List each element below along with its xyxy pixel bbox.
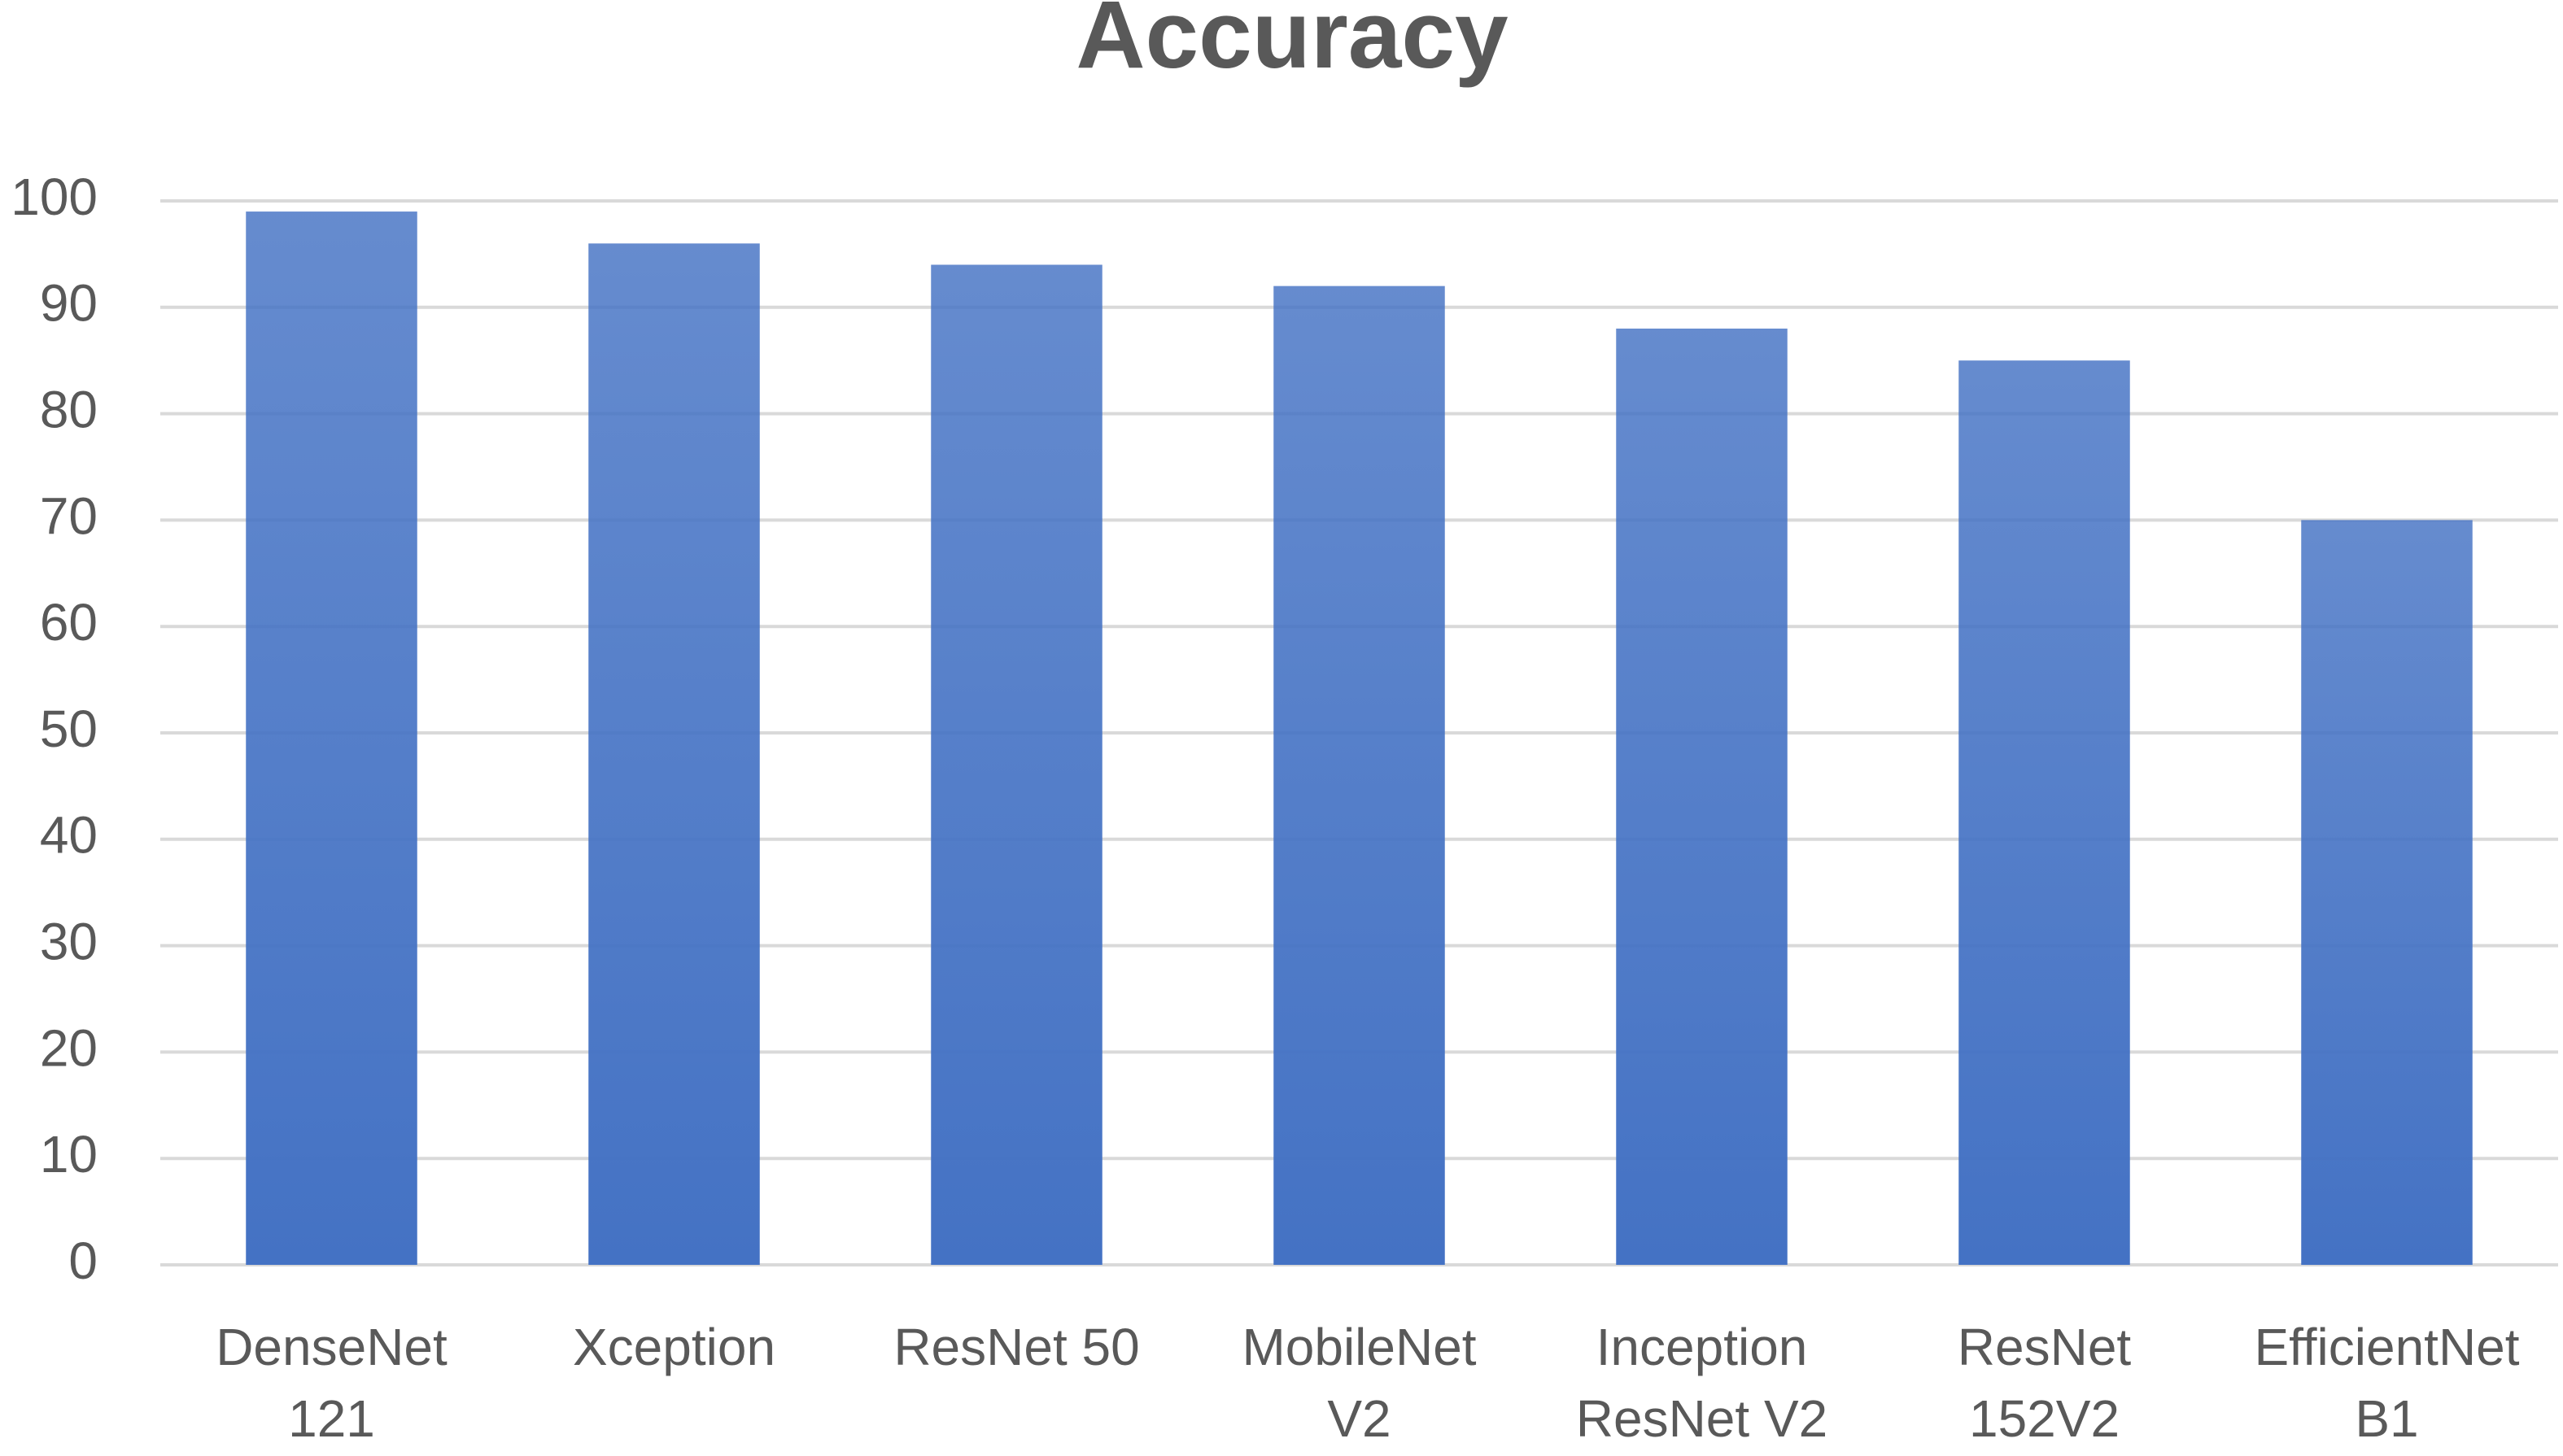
bar: [1958, 360, 2130, 1266]
y-tick-label: 0: [68, 1231, 98, 1290]
bar: [1273, 286, 1445, 1265]
y-tick-label: 50: [40, 700, 98, 758]
y-tick-label: 60: [40, 593, 98, 652]
bar: [1616, 328, 1788, 1266]
y-tick-label: 30: [40, 913, 98, 971]
y-tick-label: 90: [40, 274, 98, 333]
bar: [2301, 520, 2473, 1265]
bar: [931, 264, 1102, 1266]
x-tick-label: Inception ResNet V2: [1575, 1318, 1828, 1448]
y-tick-label: 100: [11, 168, 98, 226]
bar: [246, 211, 417, 1266]
x-tick-label: EfficientNet B1: [2254, 1318, 2520, 1448]
x-tick-label: ResNet 50: [893, 1318, 1140, 1376]
x-tick-label: MobileNet V2: [1242, 1318, 1477, 1448]
bar: [588, 243, 760, 1265]
y-tick-label: 20: [40, 1018, 98, 1077]
y-tick-label: 40: [40, 806, 98, 865]
x-tick-label: ResNet 152V2: [1957, 1318, 2132, 1448]
x-tick-label: Xception: [572, 1318, 776, 1376]
x-tick-label: DenseNet 121: [216, 1318, 448, 1448]
chart-title: Accuracy: [1076, 0, 1508, 89]
y-tick-label: 80: [40, 381, 98, 439]
y-tick-label: 10: [40, 1125, 98, 1184]
y-tick-label: 70: [40, 486, 98, 545]
